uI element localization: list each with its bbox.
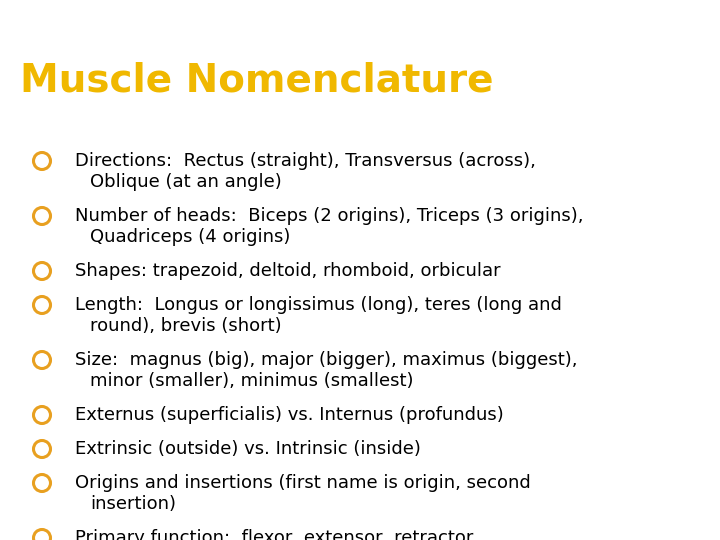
Text: minor (smaller), minimus (smallest): minor (smaller), minimus (smallest): [90, 372, 413, 390]
Text: Number of heads:  Biceps (2 origins), Triceps (3 origins),: Number of heads: Biceps (2 origins), Tri…: [75, 207, 583, 225]
Text: insertion): insertion): [90, 495, 176, 513]
Text: Quadriceps (4 origins): Quadriceps (4 origins): [90, 228, 290, 246]
Text: Oblique (at an angle): Oblique (at an angle): [90, 173, 282, 191]
Text: Directions:  Rectus (straight), Transversus (across),: Directions: Rectus (straight), Transvers…: [75, 152, 536, 170]
Text: Length:  Longus or longissimus (long), teres (long and: Length: Longus or longissimus (long), te…: [75, 296, 562, 314]
Text: round), brevis (short): round), brevis (short): [90, 317, 282, 335]
Text: Externus (superficialis) vs. Internus (profundus): Externus (superficialis) vs. Internus (p…: [75, 406, 504, 424]
Text: Primary function:  flexor, extensor, retractor: Primary function: flexor, extensor, retr…: [75, 529, 473, 540]
Text: Shapes: trapezoid, deltoid, rhomboid, orbicular: Shapes: trapezoid, deltoid, rhomboid, or…: [75, 262, 500, 280]
Text: Origins and insertions (first name is origin, second: Origins and insertions (first name is or…: [75, 474, 531, 492]
Text: Muscle Nomenclature: Muscle Nomenclature: [20, 62, 494, 99]
Text: Size:  magnus (big), major (bigger), maximus (biggest),: Size: magnus (big), major (bigger), maxi…: [75, 351, 577, 369]
Text: Extrinsic (outside) vs. Intrinsic (inside): Extrinsic (outside) vs. Intrinsic (insid…: [75, 440, 421, 458]
